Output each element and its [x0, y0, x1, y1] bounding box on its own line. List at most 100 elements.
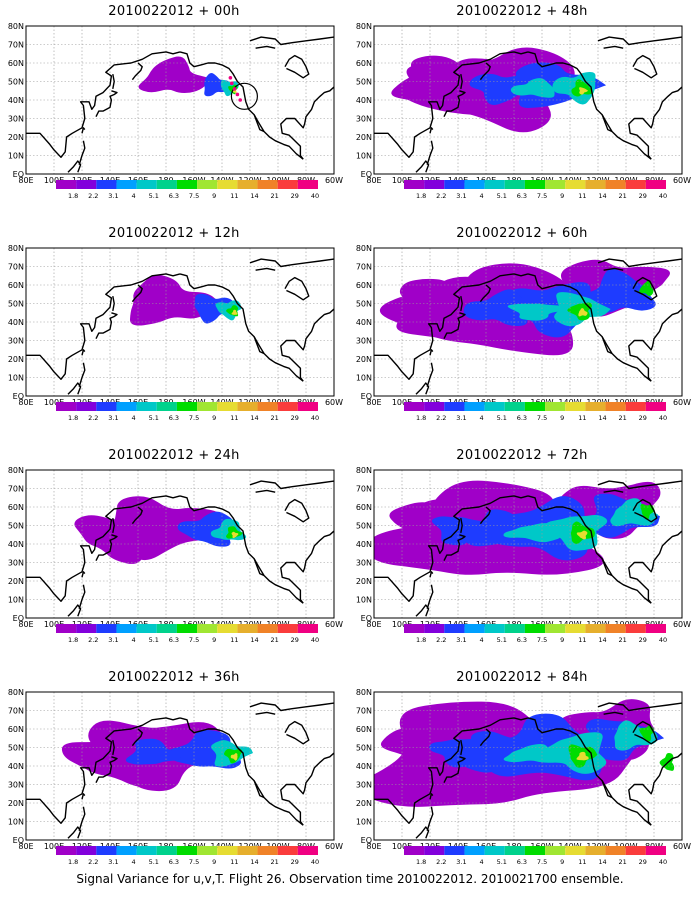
colorbar-label: 29: [639, 192, 647, 200]
map-frame: [25, 247, 335, 397]
coastline: [443, 90, 466, 118]
colorbar-swatch: [217, 402, 238, 411]
variance-contour: [639, 280, 654, 297]
colorbar-swatch: [585, 846, 606, 855]
colorbar-swatch: [524, 180, 546, 189]
lon-label: 60W: [673, 842, 691, 851]
coastline: [255, 711, 276, 715]
coastline: [26, 51, 181, 159]
colorbar-label: 40: [311, 636, 319, 644]
colorbar: 1.8 2.2 3.1 4 5.1 6.3 7.5 9 11 14 21 29 40: [56, 180, 319, 200]
colorbar-swatch: [524, 846, 546, 855]
colorbar-label: 11: [230, 192, 238, 200]
lat-label: 80N: [8, 688, 24, 697]
colorbar-label: 21: [619, 858, 627, 866]
lat-label: 30N: [8, 115, 24, 124]
colorbar-label: 11: [578, 636, 586, 644]
lat-label: 30N: [8, 781, 24, 790]
colorbar-swatch: [504, 402, 525, 411]
colorbar-swatch: [96, 402, 117, 411]
lat-label: 80N: [356, 22, 372, 31]
lat-label: 50N: [8, 78, 24, 87]
colorbar-swatch: [464, 402, 485, 411]
lat-label: 60N: [356, 503, 372, 512]
colorbar-label: 14: [598, 192, 606, 200]
colorbar-swatch: [277, 846, 298, 855]
coastline: [255, 489, 276, 493]
coastline: [67, 826, 82, 839]
colorbar-label: 2.2: [88, 636, 98, 644]
colorbar-label: 14: [250, 636, 258, 644]
colorbar-swatch: [424, 402, 445, 411]
lat-label: 50N: [356, 522, 372, 531]
coastline: [601, 780, 613, 799]
lon-label: 100E: [44, 842, 64, 851]
colorbar-swatch: [237, 402, 258, 411]
colorbar-swatch: [56, 402, 77, 411]
colorbar-swatch: [625, 624, 646, 633]
flight-track-point: [235, 92, 240, 97]
lat-label: 70N: [356, 263, 372, 272]
lat-label: 50N: [356, 300, 372, 309]
colorbar-swatch: [197, 624, 218, 633]
colorbar-label: 4: [480, 192, 484, 200]
colorbar-swatch: [404, 624, 425, 633]
colorbar-swatch: [565, 180, 586, 189]
colorbar-label: 9: [560, 414, 564, 422]
variance-contour: [510, 78, 555, 98]
coastline: [112, 739, 115, 756]
lon-label: 60W: [673, 398, 691, 407]
colorbar-swatch: [424, 180, 445, 189]
colorbar-label: 14: [598, 858, 606, 866]
variance-contour: [397, 278, 499, 327]
lon-label: 60W: [325, 620, 343, 629]
coastline: [479, 284, 491, 303]
coastline: [179, 273, 304, 382]
map-grid: [26, 692, 334, 840]
lon-label: 100E: [44, 398, 64, 407]
coastline: [415, 604, 430, 617]
coastlines: [26, 480, 334, 617]
lat-label: EQ: [361, 170, 372, 179]
lat-label: 80N: [356, 466, 372, 475]
colorbar-swatch: [96, 180, 117, 189]
lon-label: 100E: [392, 398, 412, 407]
colorbar-label: 21: [619, 636, 627, 644]
colorbar-label: 6.3: [517, 414, 527, 422]
colorbar-label: 9: [560, 858, 564, 866]
colorbar-swatch: [444, 624, 465, 633]
lat-label: 20N: [356, 355, 372, 364]
variance-contour: [231, 531, 239, 539]
colorbar-label: 14: [250, 858, 258, 866]
map-grid: [26, 26, 334, 174]
panel-title: 2010022012 + 60h: [456, 226, 588, 241]
variance-contour: [230, 753, 238, 761]
map-grid: [374, 470, 682, 618]
colorbar-label: 5.1: [497, 636, 507, 644]
lon-label: 80E: [366, 176, 381, 185]
colorbar-label: 9: [560, 192, 564, 200]
colorbar-swatch: [277, 180, 298, 189]
colorbar-swatch: [645, 180, 666, 189]
coastline: [603, 711, 624, 715]
panel-map: 80N70N60N50N40N30N20N10NEQ80E100E120E140…: [356, 22, 691, 200]
colorbar-label: 7.5: [537, 414, 547, 422]
colorbar: 1.8 2.2 3.1 4 5.1 6.3 7.5 9 11 14 21 29 40: [56, 846, 319, 866]
lat-label: 40N: [356, 762, 372, 771]
coastline: [479, 506, 491, 525]
colorbar-label: 11: [578, 192, 586, 200]
coastline: [78, 362, 86, 388]
coastline: [632, 498, 658, 523]
coastline: [284, 54, 310, 79]
colorbar: 1.8 2.2 3.1 4 5.1 6.3 7.5 9 11 14 21 29 40: [404, 180, 667, 200]
map-frame: [373, 247, 683, 397]
panel-map: 80N70N60N50N40N30N20N10NEQ80E100E120E140…: [356, 466, 691, 644]
lat-label: EQ: [361, 392, 372, 401]
lon-label: 100E: [392, 620, 412, 629]
coastline: [628, 86, 682, 160]
colorbar-label: 11: [230, 414, 238, 422]
colorbar-label: 5.1: [497, 858, 507, 866]
lon-label: 60W: [673, 620, 691, 629]
colorbar-swatch: [545, 180, 566, 189]
colorbar-label: 5.1: [497, 414, 507, 422]
